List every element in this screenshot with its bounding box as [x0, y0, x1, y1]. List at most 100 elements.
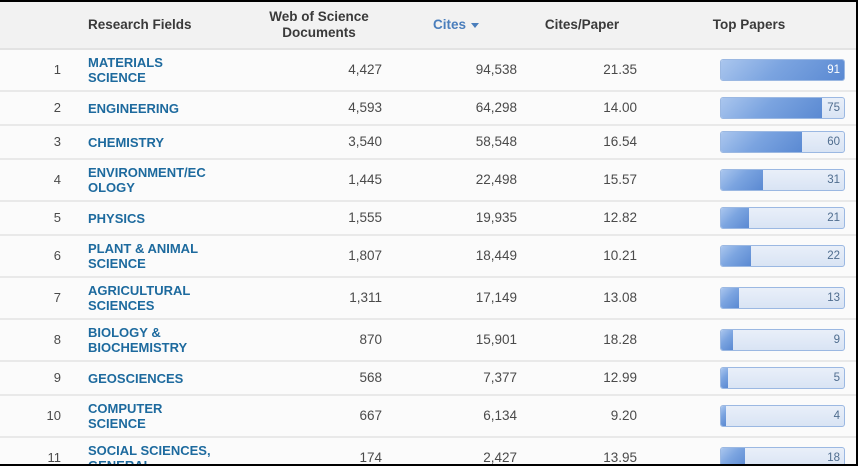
cites-per-paper-cell: 21.35 — [603, 62, 637, 77]
top-papers-value: 5 — [833, 372, 840, 384]
table-row: 11 SOCIAL SCIENCES, GENERAL 174 2,427 13… — [0, 437, 856, 466]
top-papers-value: 18 — [827, 452, 840, 464]
wos-documents-cell: 4,593 — [348, 100, 382, 115]
research-field-link[interactable]: MATERIALS SCIENCE — [88, 55, 163, 85]
research-field-link[interactable]: ENVIRONMENT/ECOLOGY — [88, 165, 206, 195]
research-field-link[interactable]: AGRICULTURAL SCIENCES — [88, 283, 191, 313]
header-row: Research Fields Web of Science Documents… — [0, 2, 856, 50]
top-papers-cell: 4 — [642, 395, 856, 437]
top-papers-bar: 60 — [720, 131, 845, 153]
research-field-cell: PHYSICS — [85, 201, 248, 235]
top-papers-cell: 22 — [642, 235, 856, 277]
top-papers-bar-fill — [721, 368, 728, 388]
rank-cell: 11 — [47, 450, 62, 465]
cites-per-paper-cell: 13.95 — [603, 450, 637, 465]
research-field-link[interactable]: GEOSCIENCES — [88, 370, 184, 386]
cites-column-header[interactable]: Cites — [390, 2, 522, 50]
wos-documents-column-header[interactable]: Web of Science Documents — [248, 2, 390, 50]
table-row: 6 PLANT & ANIMAL SCIENCE 1,807 18,449 10… — [0, 235, 856, 277]
table-header: Research Fields Web of Science Documents… — [0, 2, 856, 50]
top-papers-value: 13 — [827, 292, 840, 304]
research-field-link[interactable]: PHYSICS — [88, 210, 146, 226]
top-papers-value: 31 — [827, 174, 840, 186]
top-papers-bar-fill — [721, 170, 763, 190]
table-row: 5 PHYSICS 1,555 19,935 12.82 21 — [0, 201, 856, 235]
cites-cell: 22,498 — [475, 172, 517, 187]
research-field-cell: SOCIAL SCIENCES, GENERAL — [85, 437, 248, 466]
top-papers-bar-fill — [721, 60, 844, 80]
top-papers-cell: 9 — [642, 319, 856, 361]
cites-cell: 2,427 — [483, 450, 517, 465]
rank-cell: 3 — [53, 134, 61, 149]
research-field-cell: AGRICULTURAL SCIENCES — [85, 277, 248, 319]
cites-cell: 64,298 — [475, 100, 517, 115]
top-papers-column-header[interactable]: Top Papers — [642, 2, 856, 50]
rank-cell: 9 — [53, 370, 61, 385]
top-papers-bar: 4 — [720, 405, 845, 427]
research-field-cell: GEOSCIENCES — [85, 361, 248, 395]
top-papers-cell: 21 — [642, 201, 856, 235]
top-papers-value: 22 — [827, 250, 840, 262]
top-papers-bar: 22 — [720, 245, 845, 267]
cites-per-paper-cell: 16.54 — [603, 134, 637, 149]
cites-per-paper-cell: 14.00 — [603, 100, 637, 115]
wos-documents-cell: 568 — [359, 370, 382, 385]
research-field-link[interactable]: BIOLOGY & BIOCHEMISTRY — [88, 325, 188, 355]
top-papers-bar: 21 — [720, 207, 845, 229]
top-papers-bar-fill — [721, 330, 734, 350]
top-papers-bar-fill — [721, 98, 823, 118]
cites-cell: 7,377 — [483, 370, 517, 385]
research-field-link[interactable]: COMPUTER SCIENCE — [88, 401, 163, 431]
top-papers-bar: 75 — [720, 97, 845, 119]
top-papers-value: 4 — [833, 410, 840, 422]
top-papers-bar-fill — [721, 208, 750, 228]
table-row: 8 BIOLOGY & BIOCHEMISTRY 870 15,901 18.2… — [0, 319, 856, 361]
top-papers-value: 60 — [827, 136, 840, 148]
research-field-link[interactable]: CHEMISTRY — [88, 134, 165, 150]
wos-documents-cell: 1,555 — [348, 210, 382, 225]
top-papers-bar-fill — [721, 406, 727, 426]
top-papers-bar: 9 — [720, 329, 845, 351]
cites-per-paper-cell: 15.57 — [603, 172, 637, 187]
top-papers-bar: 18 — [720, 447, 845, 464]
top-papers-bar: 91 — [720, 59, 845, 81]
research-field-link[interactable]: ENGINEERING — [88, 100, 180, 116]
rank-cell: 4 — [53, 172, 61, 187]
top-papers-cell: 91 — [642, 49, 856, 91]
top-papers-cell: 18 — [642, 437, 856, 464]
top-papers-bar: 5 — [720, 367, 845, 389]
top-papers-bar-fill — [721, 288, 739, 308]
rank-cell: 10 — [46, 408, 61, 423]
top-papers-cell: 60 — [642, 125, 856, 159]
cites-cell: 6,134 — [483, 408, 517, 423]
top-papers-cell: 31 — [642, 159, 856, 201]
cites-per-paper-column-header[interactable]: Cites/Paper — [522, 2, 642, 50]
top-papers-cell: 13 — [642, 277, 856, 319]
sort-caret-down-icon — [471, 22, 479, 28]
research-fields-column-header[interactable]: Research Fields — [85, 2, 248, 50]
research-field-cell: COMPUTER SCIENCE — [85, 395, 248, 437]
cites-cell: 18,449 — [475, 248, 517, 263]
top-papers-bar-fill — [721, 246, 751, 266]
wos-documents-cell: 4,427 — [348, 62, 382, 77]
table-row: 7 AGRICULTURAL SCIENCES 1,311 17,149 13.… — [0, 277, 856, 319]
research-field-cell: BIOLOGY & BIOCHEMISTRY — [85, 319, 248, 361]
wos-documents-cell: 3,540 — [348, 134, 382, 149]
cites-per-paper-cell: 13.08 — [603, 290, 637, 305]
research-field-link[interactable]: SOCIAL SCIENCES, GENERAL — [88, 443, 211, 466]
rank-cell: 5 — [53, 210, 61, 225]
top-papers-value: 75 — [827, 102, 840, 114]
research-field-cell: CHEMISTRY — [85, 125, 248, 159]
wos-documents-cell: 1,445 — [348, 172, 382, 187]
table-row: 3 CHEMISTRY 3,540 58,548 16.54 60 — [0, 125, 856, 159]
research-field-link[interactable]: PLANT & ANIMAL SCIENCE — [88, 241, 198, 271]
rank-cell: 2 — [53, 100, 61, 115]
table-body: 1 MATERIALS SCIENCE 4,427 94,538 21.35 9… — [0, 49, 856, 466]
top-papers-bar-fill — [721, 448, 746, 464]
rank-cell: 8 — [53, 332, 61, 347]
research-field-cell: PLANT & ANIMAL SCIENCE — [85, 235, 248, 277]
cites-cell: 58,548 — [475, 134, 517, 149]
rank-column-header — [0, 2, 85, 50]
